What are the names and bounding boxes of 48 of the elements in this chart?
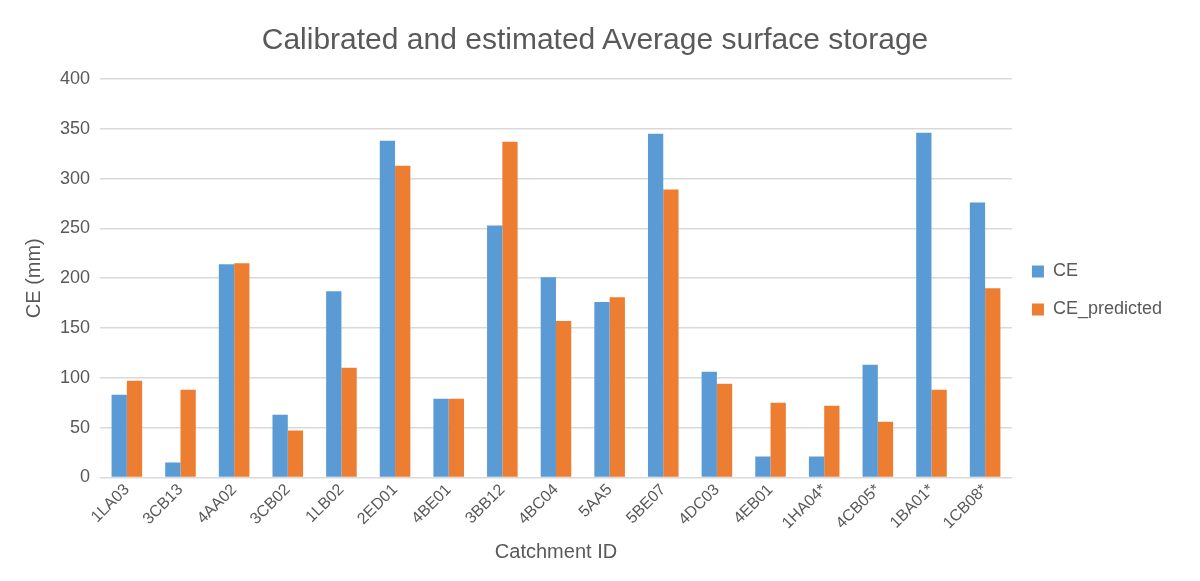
bar [272, 414, 288, 477]
y-tick-label: 250 [59, 217, 91, 238]
y-tick-label: 0 [80, 466, 91, 487]
y-tick-label: 150 [59, 316, 91, 337]
bar [111, 394, 127, 477]
bar [862, 364, 878, 477]
bar [985, 288, 1001, 477]
y-tick-label: 350 [59, 117, 91, 138]
legend-label: CE [1052, 260, 1078, 281]
bar [218, 264, 235, 477]
y-tick-label: 100 [59, 366, 91, 387]
bar [379, 140, 396, 477]
bar [770, 402, 786, 477]
bar [663, 189, 679, 477]
bar [594, 302, 610, 477]
legend-label: CE_predicted [1052, 298, 1163, 320]
bar [502, 141, 518, 477]
bar [540, 277, 556, 477]
bar [716, 383, 733, 477]
bar [234, 263, 250, 477]
bar [916, 132, 932, 477]
bar [126, 380, 143, 477]
bar [877, 421, 894, 477]
bar [287, 430, 304, 477]
bar [341, 367, 357, 477]
y-tick-label: 300 [59, 167, 91, 188]
y-tick-label: 400 [59, 67, 91, 88]
bar [755, 456, 771, 477]
bar [931, 389, 947, 477]
bar [433, 398, 449, 477]
bar [647, 133, 664, 477]
y-tick-label: 200 [59, 267, 91, 288]
chart-title: Calibrated and estimated Average surface storage [261, 22, 929, 56]
y-tick-label: 50 [70, 416, 91, 437]
bar [180, 389, 196, 477]
bar [395, 165, 411, 477]
bar [969, 202, 986, 477]
bar [701, 371, 717, 477]
bar [609, 297, 625, 477]
bar [165, 462, 181, 477]
bar [555, 321, 572, 477]
y-axis-title: CE (mm) [21, 238, 44, 319]
bar [448, 398, 464, 477]
bar [326, 291, 342, 477]
x-axis-title: Catchment ID [494, 539, 618, 562]
bar [487, 225, 503, 477]
bar [808, 456, 825, 477]
bar [824, 405, 840, 477]
